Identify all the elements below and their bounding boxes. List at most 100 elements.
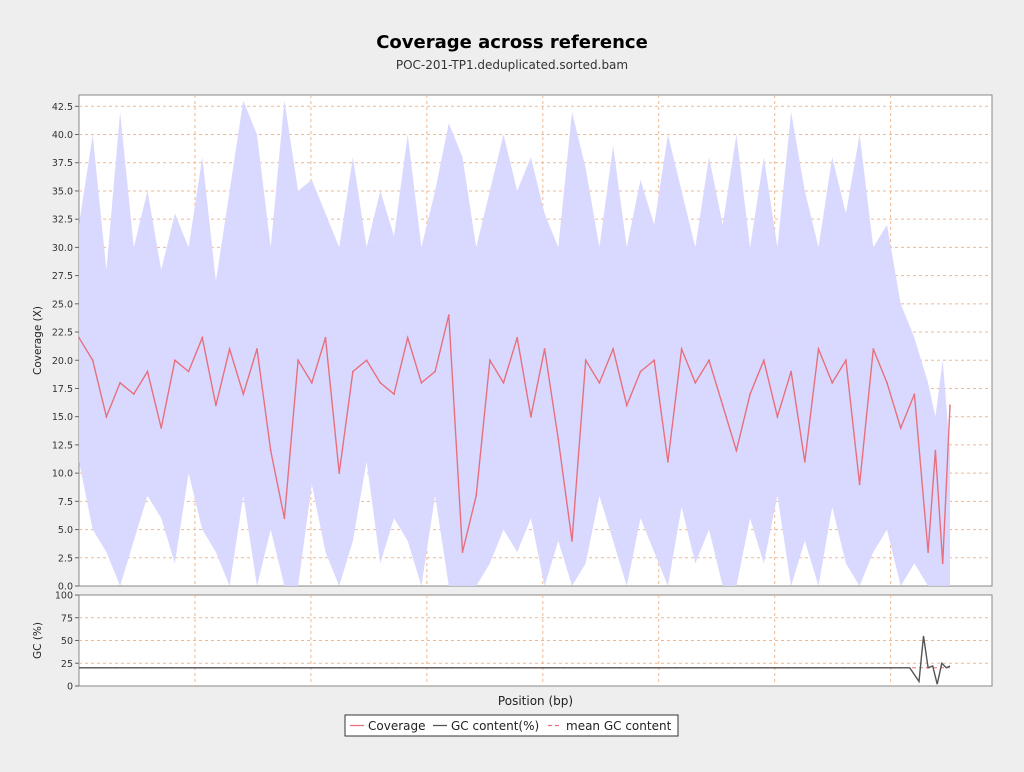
coverage-point [749,393,751,395]
coverage-point [475,494,478,497]
coverage-point [338,472,341,474]
chart-title: Coverage across reference [376,32,648,53]
coverage-point [228,348,231,350]
coverage-point [941,562,944,565]
coverage-y-tick-label: 22.5 [52,328,73,339]
coverage-point [201,336,204,339]
coverage-y-tick-label: 30.0 [52,243,73,254]
coverage-point [78,336,80,339]
coverage-point [776,415,779,418]
coverage-point [269,449,272,452]
coverage-y-tick-label: 7.5 [58,497,73,508]
coverage-point [625,404,628,407]
coverage-point [639,370,642,373]
coverage-point [502,381,505,384]
coverage-point [543,348,546,350]
coverage-point [256,348,258,350]
coverage-y-tick-label: 17.5 [52,384,73,395]
coverage-y-tick-label: 10.0 [52,469,73,480]
coverage-point [913,393,916,395]
coverage-point [858,483,861,486]
coverage-point [215,404,217,407]
gc-x-axis-label: Position (bp) [498,694,573,708]
coverage-point [790,370,792,373]
legend-label: mean GC content [566,719,672,733]
gc-content-line [79,635,951,685]
coverage-point [105,415,108,418]
coverage-point [187,370,190,373]
coverage-point [297,359,299,362]
coverage-point [612,348,614,350]
coverage-y-tick-label: 20.0 [52,356,73,367]
coverage-y-axis-label: Coverage (X) [32,306,44,375]
coverage-point [516,336,519,339]
coverage-point [283,517,286,520]
coverage-points [78,314,951,565]
coverage-point [721,404,724,407]
coverage-y-tick-label: 37.5 [52,158,73,169]
gc-y-tick-label: 75 [61,613,73,624]
coverage-y-tick-label: 5.0 [58,525,73,536]
legend-label: Coverage [368,719,426,733]
coverage-point [680,348,683,350]
coverage-point [324,336,327,339]
coverage-point [406,336,409,339]
coverage-y-tick-label: 42.5 [52,102,73,113]
coverage-point [708,359,710,362]
legend-label: GC content(%) [451,719,539,733]
coverage-point [352,370,354,373]
coverage-y-tick-label: 0.0 [58,582,73,593]
coverage-point [557,438,560,441]
coverage-point [365,359,368,362]
coverage-y-tick-label: 40.0 [52,130,73,141]
coverage-y-tick-label: 27.5 [52,271,73,282]
gc-y-tick-label: 100 [55,591,73,602]
gc-y-tick-label: 50 [61,636,73,647]
coverage-point [571,540,573,542]
coverage-y-tick-label: 32.5 [52,215,73,226]
coverage-y-tick-label: 12.5 [52,440,73,451]
coverage-y-tick-label: 15.0 [52,412,73,423]
coverage-point [694,381,697,384]
coverage-y-tick-label: 35.0 [52,186,73,197]
coverage-point [242,393,245,395]
gc-y-axis-label: GC (%) [32,622,44,659]
coverage-point [530,415,532,418]
coverage-point [146,370,149,373]
legend: Coverage GC content(%) mean GC content [344,714,679,737]
coverage-point [886,381,888,384]
coverage-point [735,449,738,452]
coverage-point [489,359,491,362]
coverage-point [420,381,423,384]
coverage-point [174,359,176,362]
coverage-point [434,370,436,373]
gc-y-tick-label: 25 [61,659,73,670]
legend-box [344,714,679,737]
coverage-point [584,359,587,362]
coverage-point [831,381,834,384]
coverage-y-tick-label: 25.0 [52,299,73,310]
coverage-point [845,359,847,362]
coverage-point [803,460,806,463]
chart-subtitle: POC-201-TP1.deduplicated.sorted.bam [396,58,628,72]
coverage-point [934,449,937,452]
coverage-point [393,393,395,395]
coverage-deviation-band [79,100,950,586]
coverage-point [379,381,382,384]
coverage-point [598,381,601,384]
coverage-point [160,427,163,429]
coverage-point [949,404,951,407]
coverage-point [899,427,902,429]
coverage-point [667,460,669,463]
coverage-point [461,551,464,553]
coverage-point [927,551,929,553]
coverage-point [447,314,450,316]
coverage-series-line [79,314,951,564]
coverage-point [872,348,875,350]
coverage-point [119,381,121,384]
coverage-point [762,359,765,362]
coverage-point [91,359,94,362]
coverage-y-tick-label: 2.5 [58,553,73,564]
gc-y-axis: 0 25 50 75 100 [55,591,992,693]
